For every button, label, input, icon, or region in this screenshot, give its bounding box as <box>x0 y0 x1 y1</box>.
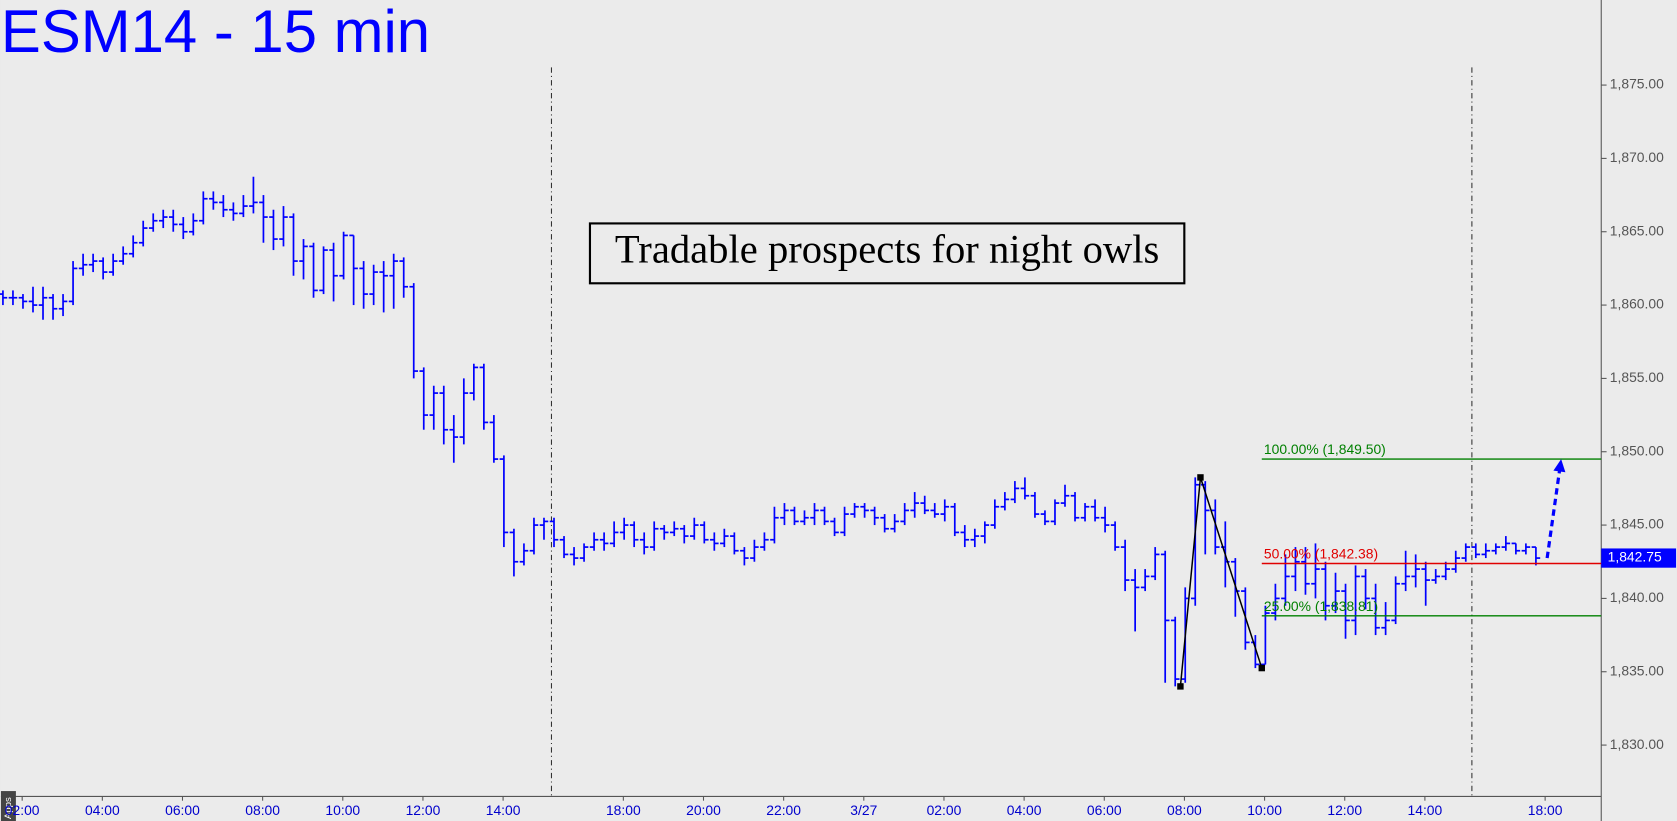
fib-level-label: 25.00% (1,838.81) <box>1264 598 1378 614</box>
y-tick-label: 1,835.00 <box>1610 662 1664 678</box>
x-tick-label: 08:00 <box>245 802 280 818</box>
x-tick-label: 14:00 <box>486 802 521 818</box>
last-price-box <box>1601 548 1677 568</box>
x-tick-label: 10:00 <box>325 802 360 818</box>
annotation-box <box>588 222 1186 285</box>
y-tick-label: 1,830.00 <box>1610 736 1664 752</box>
y-tick-label: 1,850.00 <box>1610 442 1664 458</box>
corner-tab <box>0 791 16 821</box>
x-tick-label: 12:00 <box>406 802 441 818</box>
x-tick-label: 06:00 <box>165 802 200 818</box>
x-tick-label: 04:00 <box>1007 802 1042 818</box>
y-tick-label: 1,860.00 <box>1610 296 1664 312</box>
x-tick-label: 14:00 <box>1408 802 1443 818</box>
x-tick-label: 04:00 <box>85 802 120 818</box>
corner-label: Apps <box>3 797 14 819</box>
y-tick-label: 1,865.00 <box>1610 222 1664 238</box>
x-tick-label: 18:00 <box>606 802 641 818</box>
fib-level-label: 50.00% (1,842.38) <box>1264 546 1378 562</box>
x-tick-label: 08:00 <box>1167 802 1202 818</box>
x-tick-label: 22:00 <box>766 802 801 818</box>
y-tick-label: 1,870.00 <box>1610 149 1664 165</box>
x-tick-label: 20:00 <box>686 802 721 818</box>
chart-title: ESM14 - 15 min <box>1 0 430 65</box>
projection-arrow <box>1545 467 1562 559</box>
y-tick-label: 1,855.00 <box>1610 369 1664 385</box>
x-tick-label: 06:00 <box>1087 802 1122 818</box>
x-tick-label: 10:00 <box>1247 802 1282 818</box>
x-tick-label: 02:00 <box>5 802 40 818</box>
zigzag-point <box>1197 474 1204 481</box>
y-tick-label: 1,875.00 <box>1610 76 1664 92</box>
x-tick-label: 12:00 <box>1327 802 1362 818</box>
y-tick-label: 1,840.00 <box>1610 589 1664 605</box>
zigzag-point <box>1258 664 1265 672</box>
x-tick-label: 18:00 <box>1528 802 1563 818</box>
zigzag-point <box>1177 683 1184 690</box>
projection-arrow-head <box>1553 459 1566 473</box>
x-tick-label: 3/27 <box>850 802 877 818</box>
last-price-label: 1,842.75 <box>1608 549 1662 565</box>
annotation: Tradable prospects for night owls <box>615 227 1159 272</box>
y-tick-label: 1,845.00 <box>1610 516 1664 532</box>
fib-level-label: 100.00% (1,849.50) <box>1264 441 1386 457</box>
x-tick-label: 02:00 <box>927 802 962 818</box>
